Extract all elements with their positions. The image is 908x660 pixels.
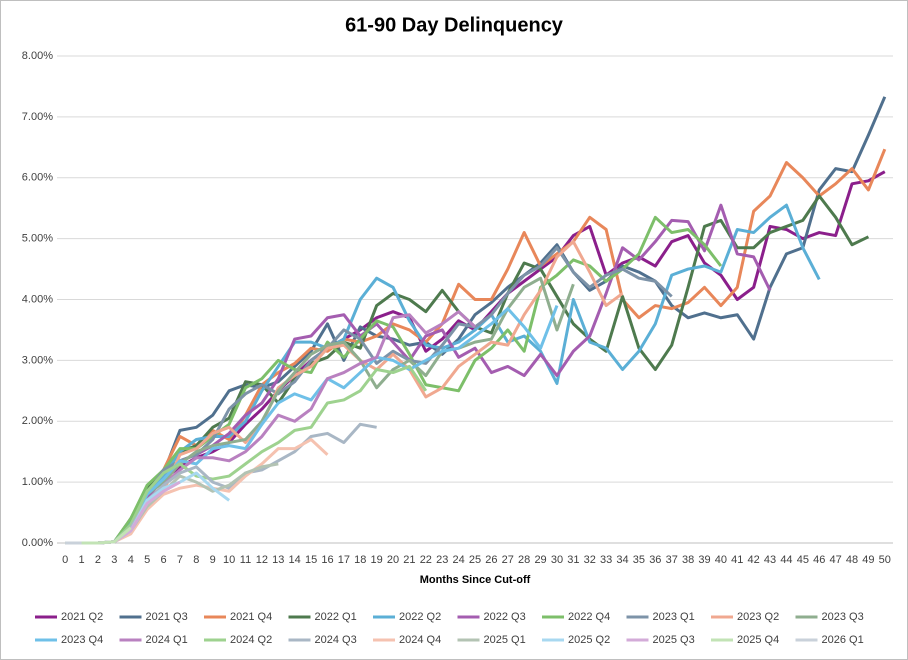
- y-tick-label: 8.00%: [22, 50, 53, 62]
- series-line: [65, 215, 723, 545]
- legend-label: 2023 Q2: [737, 611, 779, 623]
- x-tick-label: 47: [830, 554, 842, 566]
- x-tick-label: 12: [256, 554, 268, 566]
- x-tick-label: 4: [128, 554, 134, 566]
- x-tick-label: 45: [797, 554, 809, 566]
- x-tick-label: 29: [534, 554, 546, 566]
- x-tick-label: 27: [502, 554, 514, 566]
- x-tick-label: 11: [240, 554, 251, 566]
- y-tick-label: 2.00%: [22, 415, 53, 427]
- legend-label: 2022 Q1: [315, 611, 357, 623]
- y-tick-label: 5.00%: [22, 233, 53, 245]
- x-tick-label: 46: [813, 554, 825, 566]
- y-tick-label: 1.00%: [22, 476, 53, 488]
- x-tick-label: 50: [879, 554, 891, 566]
- legend-label: 2024 Q1: [146, 634, 188, 646]
- x-tick-label: 24: [452, 554, 464, 566]
- legend-label: 2022 Q3: [484, 611, 526, 623]
- legend-label: 2021 Q2: [61, 611, 103, 623]
- x-tick-label: 31: [567, 554, 579, 566]
- x-tick-label: 44: [780, 554, 792, 566]
- x-tick-label: 30: [551, 554, 563, 566]
- x-tick-label: 8: [193, 554, 199, 566]
- legend-label: 2026 Q1: [822, 634, 864, 646]
- legend-label: 2023 Q1: [653, 611, 695, 623]
- x-tick-label: 39: [698, 554, 710, 566]
- x-tick-label: 13: [272, 554, 284, 566]
- x-tick-label: 19: [371, 554, 383, 566]
- y-tick-label: 3.00%: [22, 354, 53, 366]
- x-tick-label: 6: [160, 554, 166, 566]
- x-tick-label: 28: [518, 554, 530, 566]
- series-line: [65, 364, 428, 545]
- x-tick-label: 1: [79, 554, 85, 566]
- x-tick-label: 17: [338, 554, 350, 566]
- legend-label: 2023 Q4: [61, 634, 103, 646]
- x-tick-label: 49: [862, 554, 874, 566]
- x-tick-label: 14: [289, 554, 301, 566]
- x-tick-label: 37: [666, 554, 678, 566]
- legend-label: 2025 Q3: [653, 634, 695, 646]
- x-tick-label: 10: [223, 554, 235, 566]
- x-tick-label: 18: [354, 554, 366, 566]
- x-tick-label: 35: [633, 554, 645, 566]
- x-tick-label: 16: [321, 554, 333, 566]
- y-tick-label: 6.00%: [22, 172, 53, 184]
- legend-label: 2025 Q1: [484, 634, 526, 646]
- series-line: [65, 96, 887, 545]
- x-axis-label: Months Since Cut-off: [420, 574, 531, 586]
- series-line: [65, 246, 673, 545]
- x-tick-label: 25: [469, 554, 481, 566]
- x-tick-label: 48: [846, 554, 858, 566]
- x-tick-label: 9: [210, 554, 216, 566]
- chart-title: 61-90 Day Delinquency: [345, 14, 564, 36]
- legend-label: 2024 Q2: [230, 634, 272, 646]
- x-tick-label: 41: [731, 554, 743, 566]
- y-tick-label: 0.00%: [22, 537, 53, 549]
- x-tick-label: 43: [764, 554, 776, 566]
- legend-label: 2025 Q2: [568, 634, 610, 646]
- legend-label: 2022 Q4: [568, 611, 610, 623]
- x-tick-label: 23: [436, 554, 448, 566]
- x-tick-label: 34: [616, 554, 628, 566]
- x-tick-label: 5: [144, 554, 150, 566]
- x-tick-label: 20: [387, 554, 399, 566]
- y-tick-label: 4.00%: [22, 293, 53, 305]
- legend-label: 2024 Q3: [315, 634, 357, 646]
- x-tick-label: 38: [682, 554, 694, 566]
- x-tick-label: 33: [600, 554, 612, 566]
- x-tick-label: 2: [95, 554, 101, 566]
- legend-label: 2023 Q3: [822, 611, 864, 623]
- x-tick-label: 32: [584, 554, 596, 566]
- y-tick-label: 7.00%: [22, 111, 53, 123]
- x-tick-label: 7: [177, 554, 183, 566]
- legend-label: 2024 Q4: [399, 634, 441, 646]
- legend-label: 2021 Q3: [146, 611, 188, 623]
- legend-label: 2022 Q2: [399, 611, 441, 623]
- x-tick-label: 21: [403, 554, 415, 566]
- x-tick-label: 3: [111, 554, 117, 566]
- x-tick-label: 40: [715, 554, 727, 566]
- x-tick-label: 26: [485, 554, 497, 566]
- x-tick-label: 0: [62, 554, 68, 566]
- x-tick-label: 42: [748, 554, 760, 566]
- x-tick-label: 22: [420, 554, 432, 566]
- x-tick-label: 36: [649, 554, 661, 566]
- legend-label: 2021 Q4: [230, 611, 272, 623]
- series-line: [65, 203, 821, 545]
- legend-label: 2025 Q4: [737, 634, 779, 646]
- x-tick-label: 15: [305, 554, 317, 566]
